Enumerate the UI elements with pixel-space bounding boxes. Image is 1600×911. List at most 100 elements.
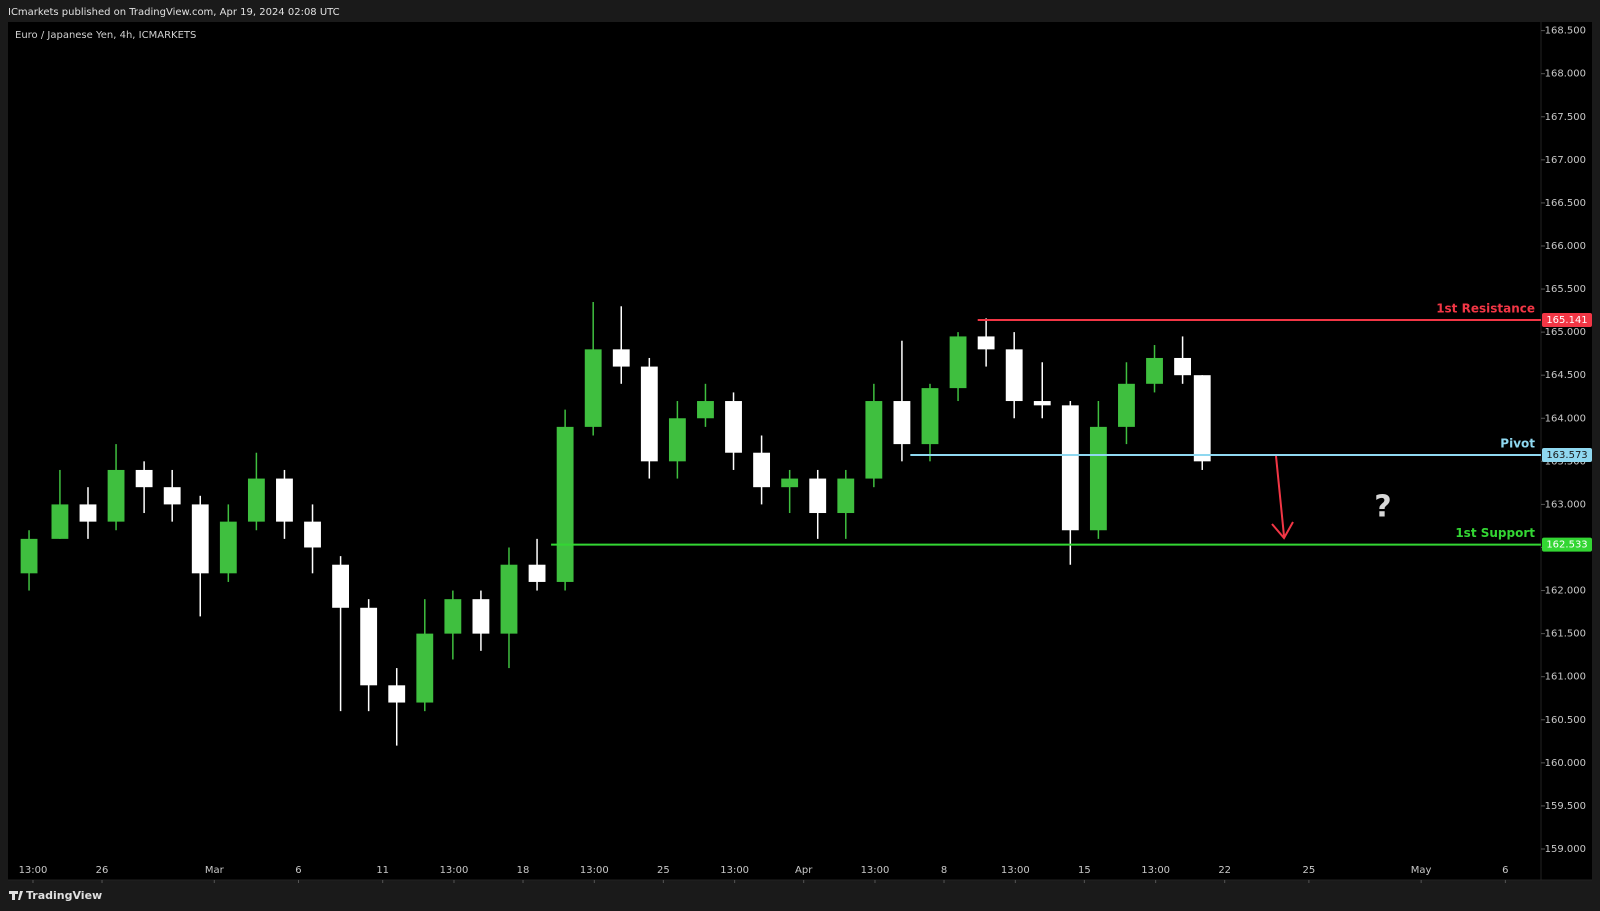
x-tick-label: 13:00 xyxy=(1141,865,1170,876)
y-tick-label: 167.500 xyxy=(1545,112,1586,123)
candle-body xyxy=(1061,405,1079,531)
down-arrow xyxy=(1271,455,1294,540)
y-tick-label: 163.000 xyxy=(1545,499,1586,510)
x-tick-label: 13:00 xyxy=(1001,865,1030,876)
candle-body xyxy=(1146,357,1163,384)
x-tick-label: 11 xyxy=(376,865,389,876)
footer-logo xyxy=(9,891,23,900)
candle-body xyxy=(893,401,911,445)
candle-body xyxy=(163,487,181,505)
x-tick-label: 15 xyxy=(1078,865,1091,876)
candle-body xyxy=(472,599,490,634)
y-tick-label: 165.500 xyxy=(1545,284,1586,295)
candle-body xyxy=(79,504,97,522)
x-tick-label: 13:00 xyxy=(440,865,469,876)
candle-body xyxy=(388,685,406,703)
level-name: 1st Resistance xyxy=(1436,301,1535,315)
y-tick-label: 159.500 xyxy=(1545,801,1586,812)
candle-body xyxy=(20,538,38,574)
level-name: Pivot xyxy=(1500,437,1535,451)
candle-body xyxy=(1193,375,1211,462)
candle-body xyxy=(247,478,265,522)
candle-body xyxy=(360,607,378,686)
candle-body xyxy=(949,336,967,389)
y-tick-label: 161.000 xyxy=(1545,672,1586,683)
candle-body xyxy=(612,349,630,367)
y-tick-label: 166.500 xyxy=(1545,198,1586,209)
y-tick-label: 161.500 xyxy=(1545,629,1586,640)
x-tick-label: 13:00 xyxy=(720,865,749,876)
candle-body xyxy=(191,504,209,574)
candle-body xyxy=(781,478,799,488)
candle-body xyxy=(276,478,293,522)
candle-body xyxy=(500,564,518,634)
level-badge-value: 165.141 xyxy=(1546,315,1587,326)
level-badge-value: 163.573 xyxy=(1546,450,1587,461)
candle-body xyxy=(725,401,742,453)
candle-body xyxy=(668,418,686,462)
candle-body xyxy=(837,478,855,514)
level-name: 1st Support xyxy=(1455,526,1535,540)
candle-body xyxy=(921,388,939,445)
x-tick-label: 6 xyxy=(1502,865,1508,876)
x-tick-label: 25 xyxy=(1303,865,1316,876)
candle-body xyxy=(1005,349,1023,402)
x-tick-label: Mar xyxy=(205,865,225,876)
x-tick-label: Apr xyxy=(795,865,813,876)
logo-mark xyxy=(9,891,23,900)
x-tick-label: 13:00 xyxy=(580,865,609,876)
y-tick-label: 162.000 xyxy=(1545,586,1586,597)
x-tick-label: 8 xyxy=(941,865,947,876)
candle-body xyxy=(1089,426,1107,531)
candle-body xyxy=(332,564,350,608)
candle-body xyxy=(1033,401,1051,406)
y-tick-label: 164.000 xyxy=(1545,413,1586,424)
candle-body xyxy=(584,349,602,427)
candle-body xyxy=(219,521,237,574)
level-badge-value: 162.533 xyxy=(1546,540,1587,551)
candle-body xyxy=(528,564,546,582)
candle-body xyxy=(51,504,69,539)
x-tick-label: 6 xyxy=(295,865,301,876)
candle-body xyxy=(1118,383,1135,427)
y-tick-label: 167.000 xyxy=(1545,155,1586,166)
candle-body xyxy=(1174,357,1192,376)
candle-body xyxy=(107,469,125,522)
publisher-line: ICmarkets published on TradingView.com, … xyxy=(8,7,340,18)
candle-body xyxy=(640,366,658,462)
y-tick-label: 160.500 xyxy=(1545,715,1586,726)
candle-body xyxy=(416,633,434,703)
candle-body xyxy=(444,599,462,634)
x-tick-label: May xyxy=(1411,865,1432,876)
x-tick-label: 26 xyxy=(96,865,109,876)
candle-body xyxy=(977,336,995,350)
x-tick-label: 13:00 xyxy=(861,865,890,876)
y-tick-label: 168.000 xyxy=(1545,69,1586,80)
y-tick-label: 168.500 xyxy=(1545,26,1586,37)
x-tick-label: 22 xyxy=(1218,865,1231,876)
y-tick-label: 165.000 xyxy=(1545,327,1586,338)
candle-body xyxy=(753,452,771,488)
y-tick-label: 166.000 xyxy=(1545,241,1586,252)
chart-panel xyxy=(8,22,1592,880)
y-tick-label: 160.000 xyxy=(1545,758,1586,769)
candle-body xyxy=(697,401,714,419)
candle-body xyxy=(135,469,153,488)
candle-body xyxy=(556,426,574,582)
footer-brand: TradingView xyxy=(26,889,102,902)
y-tick-label: 159.000 xyxy=(1545,844,1586,855)
level-badge xyxy=(1542,537,1592,552)
x-tick-label: 18 xyxy=(517,865,530,876)
candle-body xyxy=(304,521,321,548)
x-tick-label: 13:00 xyxy=(19,865,48,876)
candle-body xyxy=(865,401,883,479)
candle-body xyxy=(809,478,827,514)
x-tick-label: 25 xyxy=(657,865,670,876)
y-tick-label: 164.500 xyxy=(1545,370,1586,381)
question-mark: ? xyxy=(1374,490,1391,525)
level-badge xyxy=(1542,448,1592,463)
symbol-title: Euro / Japanese Yen, 4h, ICMARKETS xyxy=(15,30,196,41)
level-badge xyxy=(1542,312,1592,327)
